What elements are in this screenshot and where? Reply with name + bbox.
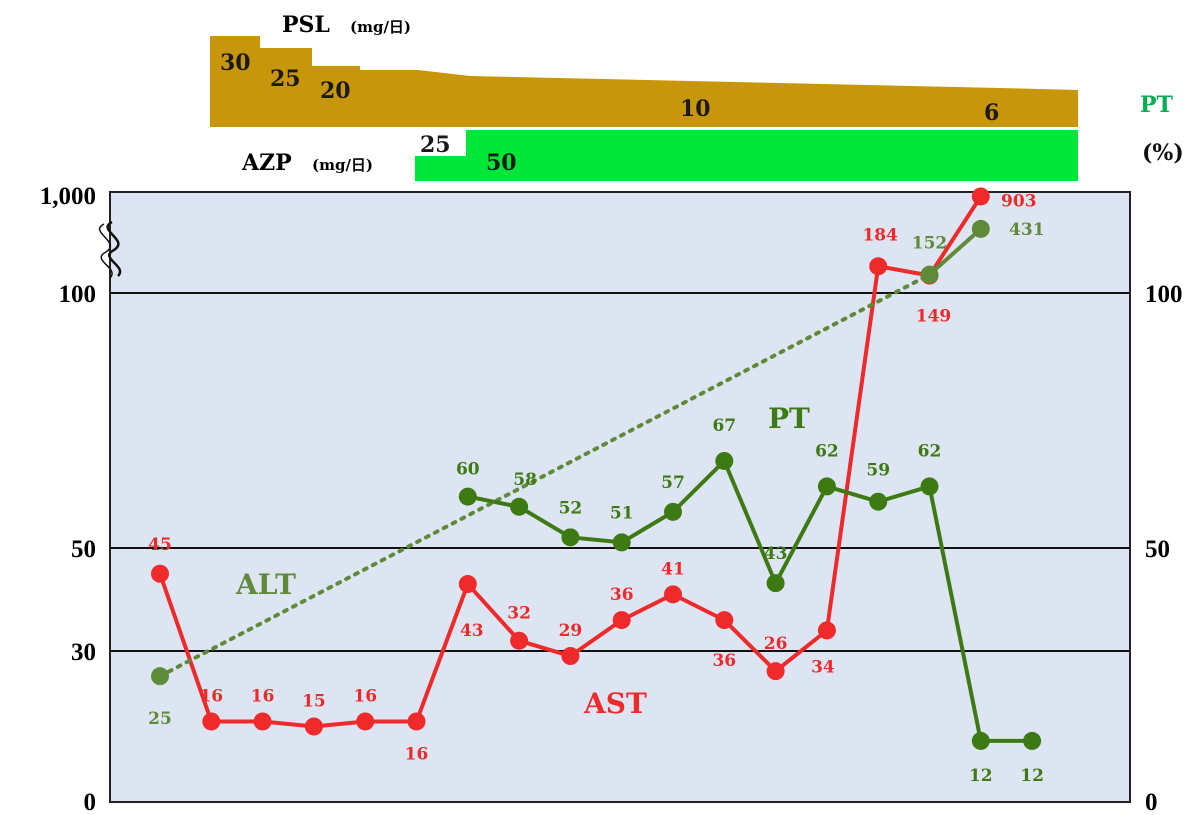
alt-value-label: 25 (148, 709, 172, 729)
ast-point (971, 187, 990, 206)
alt-value-label: 152 (912, 234, 948, 254)
axis-break-icon (106, 220, 122, 277)
ast-value-label: 184 (862, 225, 898, 245)
ast-value-label: 16 (405, 744, 429, 764)
pt-point (561, 528, 580, 547)
right-tick-50: 50 (1145, 536, 1170, 563)
azp-dose-25: 25 (420, 132, 451, 158)
ast-point (510, 631, 529, 650)
pt-point (869, 492, 888, 511)
pt-point (920, 477, 939, 496)
alt-point (971, 219, 990, 238)
left-tick-50: 50 (71, 536, 96, 563)
azp-unit: (mg/日) (312, 156, 373, 174)
ast-point (817, 621, 836, 640)
pt-value-label: 12 (1020, 766, 1044, 786)
alt-dotted-line (158, 272, 932, 679)
pt-value-label: 43 (764, 544, 788, 564)
pt-value-label: 51 (610, 503, 634, 523)
ast-point (151, 564, 169, 583)
pt-value-label: 59 (866, 461, 890, 481)
pt-series-label: PT (768, 402, 810, 435)
ast-point (202, 712, 221, 731)
pt-point (817, 477, 836, 496)
psl-dose-10: 10 (680, 96, 711, 122)
pt-value-label: 57 (661, 473, 685, 493)
ast-point (304, 717, 323, 736)
ast-value-label: 149 (916, 307, 952, 327)
ast-point (766, 662, 785, 681)
ast-point (253, 712, 272, 731)
pt-value-label: 12 (969, 766, 993, 786)
ast-value-label: 43 (460, 621, 484, 641)
azp-dose-bar: AZP (mg/日) 25 50 (241, 130, 1078, 181)
psl-dose-6: 6 (984, 100, 999, 126)
ast-point (869, 257, 888, 276)
ast-value-label: 16 (199, 686, 223, 706)
left-tick-0: 0 (84, 789, 97, 815)
pt-axis-unit: (%) (1142, 140, 1184, 166)
ast-point (715, 611, 734, 630)
ast-value-label: 26 (764, 634, 788, 654)
alt-series-label: ALT (235, 568, 296, 601)
ast-value-label: 36 (712, 651, 736, 671)
psl-dose-30: 30 (220, 50, 251, 76)
ast-point (612, 611, 631, 630)
pt-point (766, 574, 785, 593)
ast-value-label: 16 (353, 686, 377, 706)
ast-point (561, 647, 580, 666)
psl-dose-bar: PSL (mg/日) 30 25 20 10 6 (210, 12, 1078, 127)
azp-dose-50: 50 (486, 150, 517, 176)
azp-title: AZP (241, 150, 292, 176)
pt-value-label: 62 (918, 441, 942, 461)
pt-value-label: 67 (712, 416, 736, 436)
left-tick-100: 100 (59, 281, 97, 308)
pt-value-label: 62 (815, 441, 839, 461)
psl-unit: (mg/日) (350, 18, 411, 36)
pt-point (510, 497, 529, 516)
ast-value-label: 34 (811, 657, 835, 677)
ast-value-label: 45 (148, 535, 172, 555)
ast-value-label: 32 (507, 604, 531, 624)
psl-dose-25: 25 (270, 66, 301, 92)
pt-point (458, 487, 477, 506)
azp-dose-area (415, 130, 1078, 181)
pt-value-label: 58 (513, 470, 537, 490)
ast-value-label: 16 (251, 686, 275, 706)
ast-point (407, 712, 426, 731)
psl-title: PSL (282, 12, 330, 38)
ast-value-label: 36 (610, 585, 634, 605)
pt-point (1023, 731, 1042, 750)
right-tick-0: 0 (1145, 789, 1158, 815)
series-layer: 45 16 16 15 16 16 43 32 29 36 41 36 26 34 184 149 903 25 1… (148, 187, 1045, 786)
alt-line (928, 227, 983, 277)
ast-series-label: AST (583, 687, 647, 720)
ast-point (458, 575, 477, 594)
ast-point (356, 712, 375, 731)
pt-axis-title: PT (1140, 92, 1174, 118)
psl-dose-area (210, 36, 1078, 127)
pt-value-label: 52 (559, 498, 583, 518)
pt-point (664, 502, 682, 521)
ast-value-label: 41 (661, 559, 685, 579)
pt-point (715, 451, 734, 470)
psl-dose-20: 20 (320, 78, 351, 104)
pt-point (971, 731, 990, 750)
left-tick-30: 30 (71, 639, 96, 666)
ast-value-label: 903 (1001, 191, 1037, 211)
pt-line (467, 458, 1033, 743)
pt-value-label: 60 (456, 460, 480, 480)
ast-point (664, 585, 682, 604)
ast-value-label: 29 (559, 621, 583, 641)
left-tick-1000: 1,000 (40, 183, 96, 210)
alt-point (920, 265, 939, 284)
right-tick-100: 100 (1145, 281, 1183, 308)
axis-break-icon-inner (98, 223, 113, 279)
ast-value-label: 15 (302, 692, 326, 712)
alt-point (151, 667, 169, 686)
alt-value-label: 431 (1009, 220, 1045, 240)
pt-point (612, 533, 631, 552)
